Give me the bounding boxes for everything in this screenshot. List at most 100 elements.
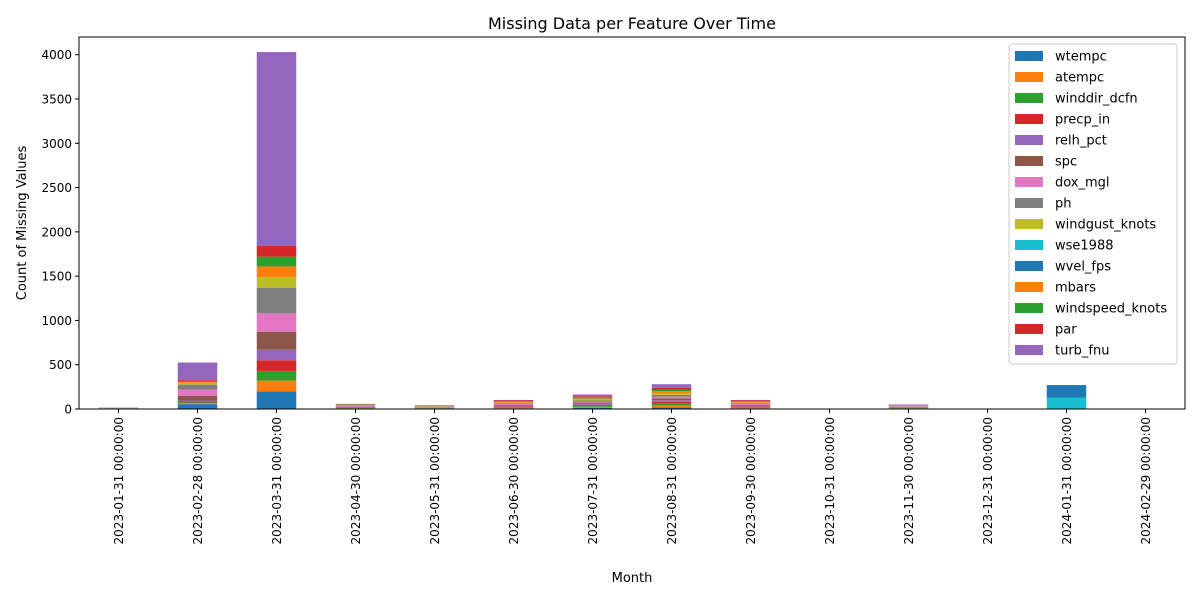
- bar-segment-par: [651, 387, 692, 390]
- x-tick-label: 2024-02-29 00:00:00: [1139, 417, 1153, 544]
- y-tick-label: 500: [49, 358, 72, 372]
- x-tick-label: 2023-10-31 00:00:00: [823, 417, 837, 544]
- bar-segment-windspeed_knots: [572, 397, 613, 399]
- bar-segment-dox_mgl: [256, 313, 297, 332]
- legend-frame: [1008, 43, 1178, 365]
- bars-layer: [98, 52, 1087, 409]
- bar-segment-winddir_dcfn: [256, 370, 297, 381]
- bar-segment-precp_in: [493, 406, 534, 407]
- bar-segment-mbars: [730, 401, 771, 403]
- legend-label-wvel_fps: wvel_fps: [1055, 260, 1111, 275]
- bar-segment-par: [256, 246, 297, 257]
- legend-label-par: par: [1055, 323, 1077, 338]
- bar-segment-windgust_knots: [256, 277, 297, 288]
- bar-segment-spc: [177, 395, 218, 401]
- bar-segment-mbars: [493, 401, 534, 403]
- bar-segment-ph: [493, 403, 534, 405]
- x-tick-label: 2023-05-31 00:00:00: [428, 417, 442, 544]
- bar-segment-mbars: [256, 266, 297, 278]
- bar-segment-atempc: [730, 407, 771, 409]
- bar-segment-windgust_knots: [572, 399, 613, 401]
- bar-segment-windspeed_knots: [177, 381, 218, 382]
- y-tick-label: 3000: [41, 137, 72, 151]
- legend-swatch-spc: [1015, 156, 1043, 166]
- bar-segment-atempc: [493, 407, 534, 409]
- bar-segment-windgust_knots: [177, 382, 218, 385]
- bar-segment-dox_mgl: [335, 405, 376, 407]
- bar-segment-relh_pct: [572, 403, 613, 405]
- bar-segment-atempc: [256, 380, 297, 392]
- bar-segment-windgust_knots: [651, 393, 692, 395]
- bar-segment-par: [572, 396, 613, 398]
- y-axis: 0 500 1000 1500 2000 2500 3000 3500 4000: [41, 48, 79, 417]
- x-tick-label: 2023-03-31 00:00:00: [270, 417, 284, 544]
- bar-segment-mbars: [177, 381, 218, 383]
- legend-swatch-par: [1015, 324, 1043, 334]
- legend-label-atempc: atempc: [1055, 71, 1104, 86]
- x-axis: 2023-01-31 00:00:00 2023-02-28 00:00:00 20…: [112, 409, 1153, 544]
- legend-label-precp_in: precp_in: [1055, 113, 1110, 128]
- bar-segment-wtempc: [177, 404, 218, 409]
- y-axis-label: Count of Missing Values: [15, 146, 30, 301]
- bar-segment-ph: [730, 403, 771, 405]
- plot-area: [78, 36, 1186, 410]
- bar-segment-spc: [730, 404, 771, 406]
- bar-segment-atempc: [651, 405, 692, 408]
- bar-segment-precp_in: [651, 401, 692, 404]
- bar-segment-wse1988: [1046, 397, 1087, 409]
- bar-segment-mbars: [651, 391, 692, 394]
- bar-segment-winddir_dcfn: [651, 403, 692, 406]
- bar-segment-turb_fnu: [177, 362, 218, 381]
- legend: wtempc atempc winddir_dcfn precp_in relh_pct…: [1008, 43, 1178, 365]
- x-tick-label: 2023-01-31 00:00:00: [112, 417, 126, 544]
- bar-segment-windspeed_knots: [493, 401, 534, 402]
- bar-segment-spc: [493, 404, 534, 406]
- x-tick-label: 2023-02-28 00:00:00: [191, 417, 205, 544]
- bar-segment-winddir_dcfn: [493, 406, 534, 408]
- bar-segment-ph: [177, 384, 218, 390]
- legend-swatch-windgust_knots: [1015, 219, 1043, 229]
- legend-label-ph: ph: [1055, 197, 1072, 212]
- bar-segment-precp_in: [256, 360, 297, 371]
- x-tick-label: 2023-06-30 00:00:00: [507, 417, 521, 544]
- legend-label-dox_mgl: dox_mgl: [1055, 176, 1110, 191]
- bar-segment-wvel_fps: [1046, 385, 1087, 398]
- bar-segment-winddir_dcfn: [572, 405, 613, 407]
- bar-segment-dox_mgl: [651, 396, 692, 399]
- bar-segment-turb_fnu: [572, 394, 613, 397]
- x-tick-label: 2023-12-31 00:00:00: [981, 417, 995, 544]
- bar-segment-atempc: [177, 403, 218, 405]
- legend-swatch-wtempc: [1015, 51, 1043, 61]
- legend-label-mbars: mbars: [1055, 281, 1096, 296]
- bar-segment-precp_in: [177, 401, 218, 403]
- bar-segment-windspeed_knots: [256, 256, 297, 267]
- bar-segment-relh_pct: [177, 400, 218, 402]
- bar-segment-par: [177, 380, 218, 382]
- bar-segment-relh_pct: [493, 405, 534, 407]
- bar-segment-dox_mgl: [177, 389, 218, 396]
- legend-swatch-turb_fnu: [1015, 345, 1043, 355]
- chart-title: Missing Data per Feature Over Time: [488, 14, 776, 33]
- bar-segment-ph: [572, 400, 613, 402]
- x-tick-label: 2023-09-30 00:00:00: [744, 417, 758, 544]
- legend-swatch-wvel_fps: [1015, 261, 1043, 271]
- legend-swatch-mbars: [1015, 282, 1043, 292]
- x-tick-label: 2023-04-30 00:00:00: [349, 417, 363, 544]
- legend-label-winddir_dcfn: winddir_dcfn: [1055, 92, 1138, 107]
- x-tick-label: 2024-01-31 00:00:00: [1060, 417, 1074, 544]
- legend-swatch-relh_pct: [1015, 135, 1043, 145]
- legend-swatch-precp_in: [1015, 114, 1043, 124]
- bar-segment-winddir_dcfn: [177, 402, 218, 404]
- y-tick-label: 2000: [41, 225, 72, 239]
- bar-segment-spc: [256, 331, 297, 350]
- legend-swatch-ph: [1015, 198, 1043, 208]
- bar-segment-relh_pct: [651, 400, 692, 402]
- x-tick-label: 2023-11-30 00:00:00: [902, 417, 916, 544]
- bar-segment-precp_in: [730, 406, 771, 407]
- bar-segment-windgust_knots: [493, 402, 534, 404]
- bar-segment-dox_mgl: [572, 401, 613, 403]
- bar-segment-atempc: [572, 406, 613, 408]
- legend-label-wse1988: wse1988: [1055, 239, 1114, 254]
- bar-segment-par: [493, 400, 534, 402]
- bar-segment-wtempc: [651, 407, 692, 409]
